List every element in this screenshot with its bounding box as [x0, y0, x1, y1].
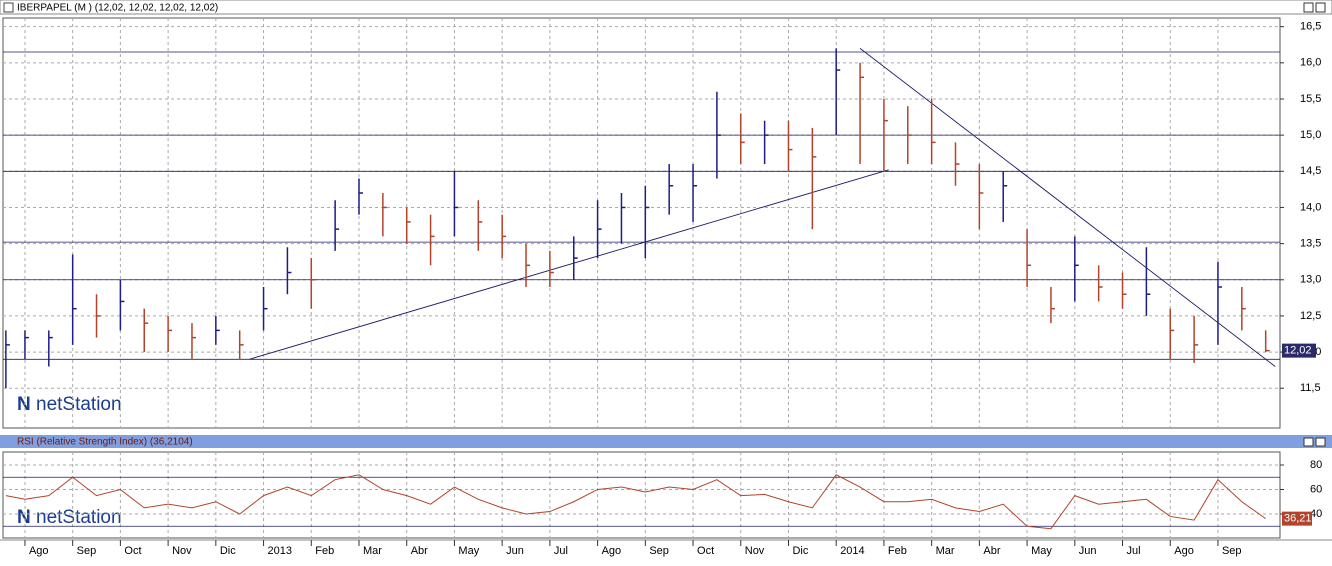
x-tick-label: Dic	[220, 545, 236, 557]
trend-line	[859, 48, 1276, 367]
x-tick-label: Abr	[411, 545, 428, 557]
y-tick-label: 16,5	[1300, 21, 1321, 33]
y-tick-label: 60	[1310, 483, 1322, 495]
x-tick-label: 2014	[840, 545, 864, 557]
y-tick-label: 13,5	[1300, 238, 1321, 250]
close-button[interactable]	[1315, 437, 1326, 447]
logo: netStation	[36, 394, 122, 415]
rsi-title-bar	[0, 435, 1332, 448]
y-tick-label: 14,5	[1300, 165, 1321, 177]
x-tick-label: Jun	[506, 545, 524, 557]
x-tick-label: Abr	[983, 545, 1000, 557]
y-tick-label: 15,5	[1300, 93, 1321, 105]
x-tick-label: Jul	[1127, 545, 1141, 557]
x-tick-label: Mar	[363, 545, 382, 557]
close-button[interactable]	[1315, 2, 1326, 13]
y-tick-label: 15,0	[1300, 129, 1321, 141]
x-tick-label: Oct	[697, 545, 714, 557]
last-rsi-box	[1282, 511, 1312, 526]
rsi-panel	[2, 451, 1281, 539]
chart-title: IBERPAPEL (M ) (12,02, 12,02, 12,02, 12,…	[17, 3, 218, 14]
x-tick-label: Jul	[554, 545, 568, 557]
price-panel	[2, 17, 1281, 429]
y-tick-label: 13,0	[1300, 274, 1321, 286]
icon	[3, 2, 14, 13]
x-tick-label: Sep	[649, 545, 669, 557]
last-rsi-label: 36,21	[1284, 513, 1312, 525]
logo-icon: N	[17, 507, 31, 528]
y-tick-label: 12,5	[1300, 310, 1321, 322]
y-tick-label: 14,0	[1300, 201, 1321, 213]
x-tick-label: May	[1031, 545, 1052, 557]
trend-line	[249, 169, 889, 360]
rsi-title: RSI (Relative Strength Index) (36,2104)	[17, 437, 193, 448]
y-tick-label: 11,5	[1300, 382, 1321, 394]
x-tick-label: 2013	[268, 545, 292, 557]
x-tick-label: Sep	[1222, 545, 1242, 557]
x-tick-label: Feb	[315, 545, 334, 557]
x-tick-label: Dic	[792, 545, 808, 557]
last-price-box	[1282, 343, 1316, 358]
x-tick-label: Sep	[77, 545, 97, 557]
minimize-button[interactable]	[1303, 437, 1314, 447]
minimize-button[interactable]	[1303, 2, 1314, 13]
x-tick-label: Nov	[745, 545, 765, 557]
x-tick-label: Jun	[1079, 545, 1097, 557]
x-tick-label: Mar	[936, 545, 955, 557]
x-tick-label: Feb	[888, 545, 907, 557]
x-tick-label: Nov	[172, 545, 192, 557]
logo-icon: N	[17, 394, 31, 415]
x-tick-label: Oct	[124, 545, 141, 557]
x-tick-label: May	[458, 545, 479, 557]
x-tick-label: Ago	[29, 545, 49, 557]
last-price-label: 12,02	[1284, 345, 1312, 357]
y-tick-label: 40	[1310, 508, 1322, 520]
x-tick-label: Ago	[602, 545, 622, 557]
x-tick-label: Ago	[1174, 545, 1194, 557]
logo: netStation	[36, 507, 122, 528]
title-bar	[0, 0, 1332, 15]
y-tick-label: 16,0	[1300, 57, 1321, 69]
rsi-line	[5, 474, 1266, 530]
y-tick-label: 80	[1310, 459, 1322, 471]
